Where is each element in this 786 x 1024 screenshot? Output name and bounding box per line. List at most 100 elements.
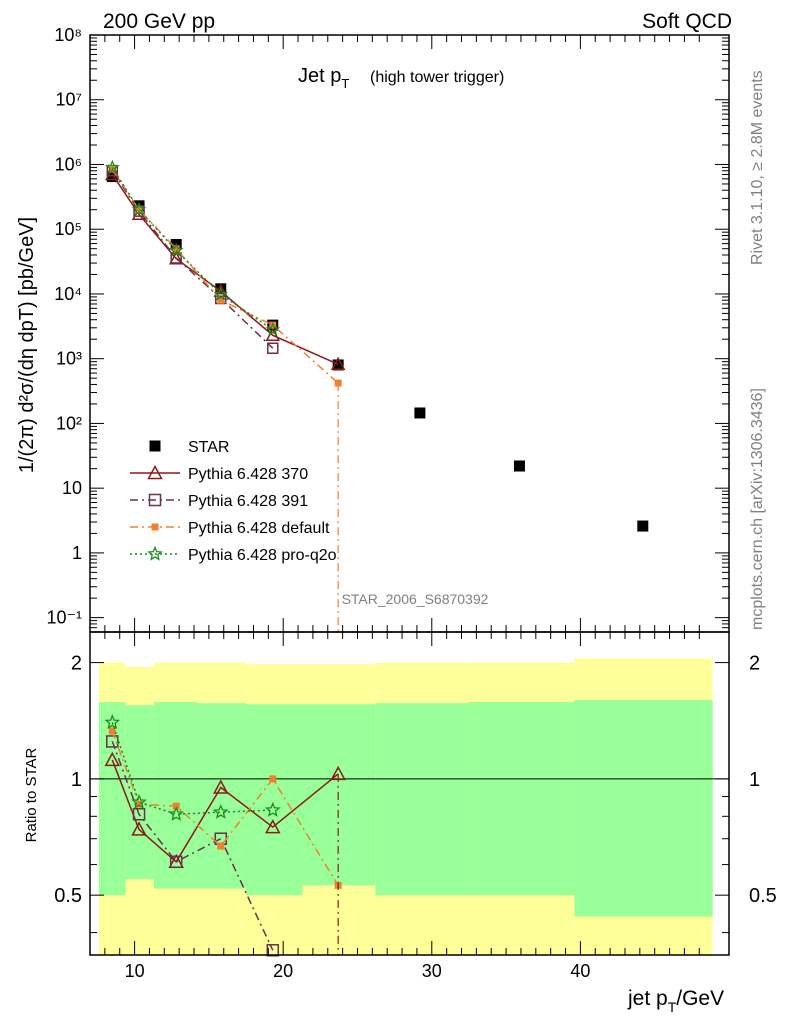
legend-label: STAR xyxy=(188,439,229,456)
y-tick-label: 1 xyxy=(72,543,82,563)
x-axis-title-sub: T xyxy=(668,999,677,1015)
y-tick-label: 10 xyxy=(62,478,82,498)
inner-band-bin xyxy=(196,703,247,889)
x-axis-title-main: jet p xyxy=(627,987,668,1010)
y-axis-title-main: 1/(2π) d²σ/(dη dpT) [pb/GeV] xyxy=(16,217,38,473)
ratio-series-line xyxy=(111,722,273,815)
svg-text:Jet pT: Jet pT xyxy=(298,65,349,91)
ratio-point xyxy=(213,779,229,794)
legend-label: Pythia 6.428 pro-q2o xyxy=(188,547,337,564)
y-tick-label: 10⁷ xyxy=(55,90,82,110)
ratio-point xyxy=(108,727,116,735)
data-point xyxy=(172,245,180,253)
legend-marker xyxy=(148,493,162,507)
y-tick-label: 10³ xyxy=(56,349,82,369)
x-axis-title-unit: /GeV xyxy=(676,987,724,1010)
series-line xyxy=(111,166,274,331)
plot-title-main: Jet p xyxy=(298,65,341,87)
ratio-point xyxy=(131,794,147,809)
data-point xyxy=(513,460,525,472)
data-point xyxy=(332,359,344,371)
x-tick-label: 40 xyxy=(570,961,590,981)
inner-band-bin xyxy=(125,705,154,880)
ratio-y-tick-label-right: 0.5 xyxy=(749,885,777,907)
axes: 10 20 30 40 10⁻¹ 1 10 10² 10³ 10⁴ 10⁵ 10⁶ 10⁷ 10⁸ 0.5 0… xyxy=(46,25,776,981)
x-tick-label: 20 xyxy=(273,961,293,981)
ratio-point xyxy=(132,807,146,821)
series-pythia-6-428-default xyxy=(108,165,342,387)
header-left: 200 GeV pp xyxy=(103,10,215,33)
data-point xyxy=(267,342,279,354)
x-tick-label: 10 xyxy=(125,961,145,981)
legend-marker xyxy=(149,440,161,452)
analysis-id: STAR_2006_S6870392 xyxy=(342,591,489,607)
ratio-plot xyxy=(104,714,346,957)
series-line xyxy=(111,168,339,384)
data-point xyxy=(168,251,184,265)
series-pythia-6-428-370 xyxy=(105,166,346,371)
data-point xyxy=(106,171,118,183)
main-plot xyxy=(104,159,649,632)
mcplots-label: mcplots.cern.ch [arXiv:1306.3436] xyxy=(749,388,766,630)
ratio-point xyxy=(264,801,281,817)
legend-label: Pythia 6.428 370 xyxy=(188,466,308,483)
legend-label: Pythia 6.428 default xyxy=(188,520,330,537)
inner-band-bin xyxy=(574,700,713,917)
rivet-version-label: Rivet 3.1.10, ≥ 2.8M events xyxy=(749,70,766,265)
ratio-point xyxy=(217,842,225,850)
ratio-y-tick-label-right: 2 xyxy=(749,653,760,675)
legend-entry: Pythia 6.428 391 xyxy=(130,493,308,510)
series-pythia-6-428-391 xyxy=(106,164,279,354)
y-tick-label: 10⁵ xyxy=(55,219,82,239)
y-tick-label: 10⁻¹ xyxy=(46,608,82,628)
inner-band-bin xyxy=(246,704,303,896)
header-right: Soft QCD xyxy=(642,10,732,33)
data-point xyxy=(213,286,229,301)
ratio-point xyxy=(269,775,277,783)
data-point xyxy=(265,321,281,336)
plot-title: Jet pT (high tower trigger) xyxy=(298,65,504,91)
ratio-point xyxy=(213,804,229,819)
legend-marker xyxy=(147,464,163,480)
y-tick-label: 10² xyxy=(56,413,82,433)
data-point xyxy=(131,201,147,217)
ratio-y-tick-label: 2 xyxy=(71,653,82,675)
legend-entry: Pythia 6.428 370 xyxy=(130,464,308,483)
data-point xyxy=(637,520,649,532)
ratio-series-pythia-6-428-370 xyxy=(104,751,346,869)
data-point xyxy=(213,283,229,298)
series-line xyxy=(111,170,274,349)
ratio-point xyxy=(131,821,147,836)
series-pythia-6-428-pro-q2o xyxy=(104,159,281,336)
legend-entry: STAR xyxy=(149,439,229,456)
ratio-point xyxy=(266,944,280,957)
legend-label: Pythia 6.428 391 xyxy=(188,493,308,510)
inner-band-bin xyxy=(467,702,575,896)
legend-entry: Pythia 6.428 pro-q2o xyxy=(130,545,337,564)
x-tick-label: 30 xyxy=(422,961,442,981)
ratio-y-tick-label: 1 xyxy=(71,769,82,791)
ratio-frame xyxy=(89,631,730,956)
data-point xyxy=(414,407,426,419)
ratio-series-line xyxy=(111,730,339,886)
data-point xyxy=(330,356,346,371)
data-point xyxy=(104,159,120,174)
plot-title-sub: T xyxy=(341,76,349,91)
data-point xyxy=(168,242,184,257)
legend: STAR Pythia 6.428 370 Pythia 6.428 391 Pyth… xyxy=(130,439,337,564)
inner-band-bin xyxy=(375,703,468,896)
ratio-point xyxy=(135,800,143,808)
ratio-series-line xyxy=(111,741,274,951)
data-point xyxy=(217,296,225,304)
legend-entry: Pythia 6.428 default xyxy=(130,520,330,537)
ratio-point xyxy=(265,819,281,834)
y-tick-label: 10⁸ xyxy=(54,25,82,45)
ratio-point xyxy=(106,735,119,748)
ratio-series-line xyxy=(111,759,339,863)
ratio-point xyxy=(104,714,121,730)
ratio-point xyxy=(104,751,121,767)
plot-title-note: (high tower trigger) xyxy=(370,69,504,86)
x-axis-title: jet pT/GeV xyxy=(627,987,724,1015)
y-axis-title-ratio: Ratio to STAR xyxy=(23,747,40,842)
